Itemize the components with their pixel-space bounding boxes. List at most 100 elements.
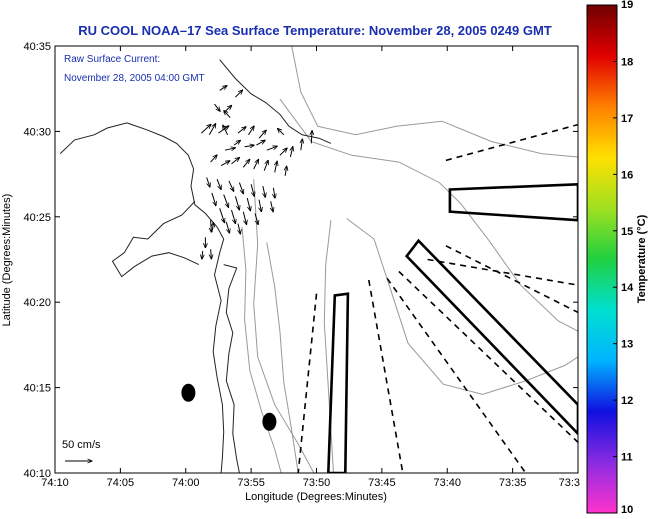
current-vector xyxy=(212,223,214,233)
current-vector xyxy=(224,111,231,119)
current-vector xyxy=(290,147,292,158)
current-vector xyxy=(201,124,211,134)
colorbar-tick-label: 15 xyxy=(621,226,633,238)
y-tick-label: 40:25 xyxy=(23,212,51,224)
current-vector xyxy=(248,126,255,136)
colorbar-tick-label: 10 xyxy=(621,504,633,516)
dashed-line xyxy=(297,293,318,473)
current-vector xyxy=(279,148,287,156)
colorbar-tick-label: 18 xyxy=(621,56,633,68)
colorbar-tick-label: 13 xyxy=(621,339,633,351)
current-vector xyxy=(231,158,240,165)
current-vector xyxy=(273,187,275,198)
colorbar-tick-label: 12 xyxy=(621,395,633,407)
current-vector xyxy=(202,250,203,259)
current-vector xyxy=(253,159,259,170)
current-vector xyxy=(263,160,268,171)
y-tick-label: 40:30 xyxy=(23,126,51,138)
outline-polygon xyxy=(404,238,578,436)
current-vector xyxy=(250,184,254,196)
y-axis-label: Latitude (Degrees:Minutes) xyxy=(1,194,13,327)
isobath-line xyxy=(291,46,578,158)
current-vector xyxy=(277,128,285,136)
scale-label: 50 cm/s xyxy=(62,439,101,451)
current-vector xyxy=(210,155,217,163)
current-vector xyxy=(233,140,240,146)
current-vector xyxy=(228,180,234,191)
colorbar-tick-label: 14 xyxy=(621,282,634,294)
current-vector xyxy=(220,161,230,167)
current-vector xyxy=(254,213,258,224)
current-vector xyxy=(219,208,225,222)
current-vector xyxy=(208,124,215,136)
x-axis-label: Longitude (Degrees:Minutes) xyxy=(245,491,387,503)
colorbar-label: Temperature (°C) xyxy=(636,214,648,303)
colorbar-tick-label: 19 xyxy=(621,0,633,11)
dashed-line xyxy=(386,277,527,473)
y-tick-label: 40:10 xyxy=(23,468,51,480)
current-vector xyxy=(225,221,229,233)
coastline-layer xyxy=(59,59,332,473)
y-axis: 40:10 40:15 40:20 40:25 40:30 40:35 xyxy=(23,41,578,480)
current-vector xyxy=(275,161,277,173)
current-vector xyxy=(246,197,250,211)
dashed-line xyxy=(398,270,578,443)
current-vector xyxy=(224,148,235,150)
current-vector xyxy=(256,140,265,146)
current-vector xyxy=(211,249,212,259)
x-tick-label: 73:35 xyxy=(499,477,527,489)
current-label: Raw Surface Current: xyxy=(64,54,160,65)
current-vector xyxy=(214,103,221,111)
colorbar-axis: 10 11 12 13 14 15 16 17 18 19 xyxy=(613,0,634,516)
current-vector xyxy=(242,211,246,225)
current-vector xyxy=(234,196,239,210)
isobath-line xyxy=(266,242,299,473)
current-vector xyxy=(219,86,227,91)
current-vector xyxy=(206,177,210,188)
colorbar xyxy=(586,4,618,514)
current-vector xyxy=(271,201,273,211)
current-time: November 28, 2005 04:00 GMT xyxy=(64,73,205,84)
chart-title: RU COOL NOAA–17 Sea Surface Temperature:… xyxy=(78,23,552,38)
y-tick-label: 40:15 xyxy=(23,383,51,395)
x-tick-label: 73:3 xyxy=(559,477,580,489)
current-vector xyxy=(263,185,265,197)
marker-layer xyxy=(181,383,277,431)
current-vector xyxy=(231,209,236,224)
colorbar-tick-label: 11 xyxy=(621,452,633,464)
current-vector xyxy=(216,179,221,189)
current-vector xyxy=(223,194,229,208)
plot-area xyxy=(55,46,578,473)
colorbar-tick-label: 16 xyxy=(621,169,633,181)
x-tick-label: 73:45 xyxy=(368,477,396,489)
x-tick-label: 73:40 xyxy=(433,477,461,489)
dashed-line-layer xyxy=(297,123,578,473)
current-vector xyxy=(266,146,277,151)
current-vector xyxy=(223,125,229,136)
isobath-line xyxy=(241,226,282,473)
current-vector xyxy=(211,192,216,206)
x-tick-label: 74:10 xyxy=(41,477,69,489)
site-marker xyxy=(262,412,277,431)
current-vector xyxy=(258,130,266,139)
x-tick-label: 73:50 xyxy=(303,477,331,489)
current-vector xyxy=(285,166,287,176)
current-vector xyxy=(311,131,312,144)
x-tick-label: 74:00 xyxy=(172,477,200,489)
coastline xyxy=(59,122,225,473)
dashed-line xyxy=(445,123,578,162)
dashed-line xyxy=(445,245,578,314)
x-tick-label: 73:55 xyxy=(237,477,265,489)
isobath-line xyxy=(346,218,578,395)
current-vector xyxy=(242,159,249,168)
current-vector xyxy=(259,199,261,212)
dashed-line xyxy=(427,258,578,286)
coastline xyxy=(223,264,240,473)
current-vector xyxy=(235,90,242,98)
isobath-line xyxy=(253,179,315,473)
outline-polygon xyxy=(326,292,350,473)
current-vector xyxy=(238,223,240,234)
current-vector xyxy=(301,139,303,151)
colorbar-tick-label: 17 xyxy=(621,113,633,125)
